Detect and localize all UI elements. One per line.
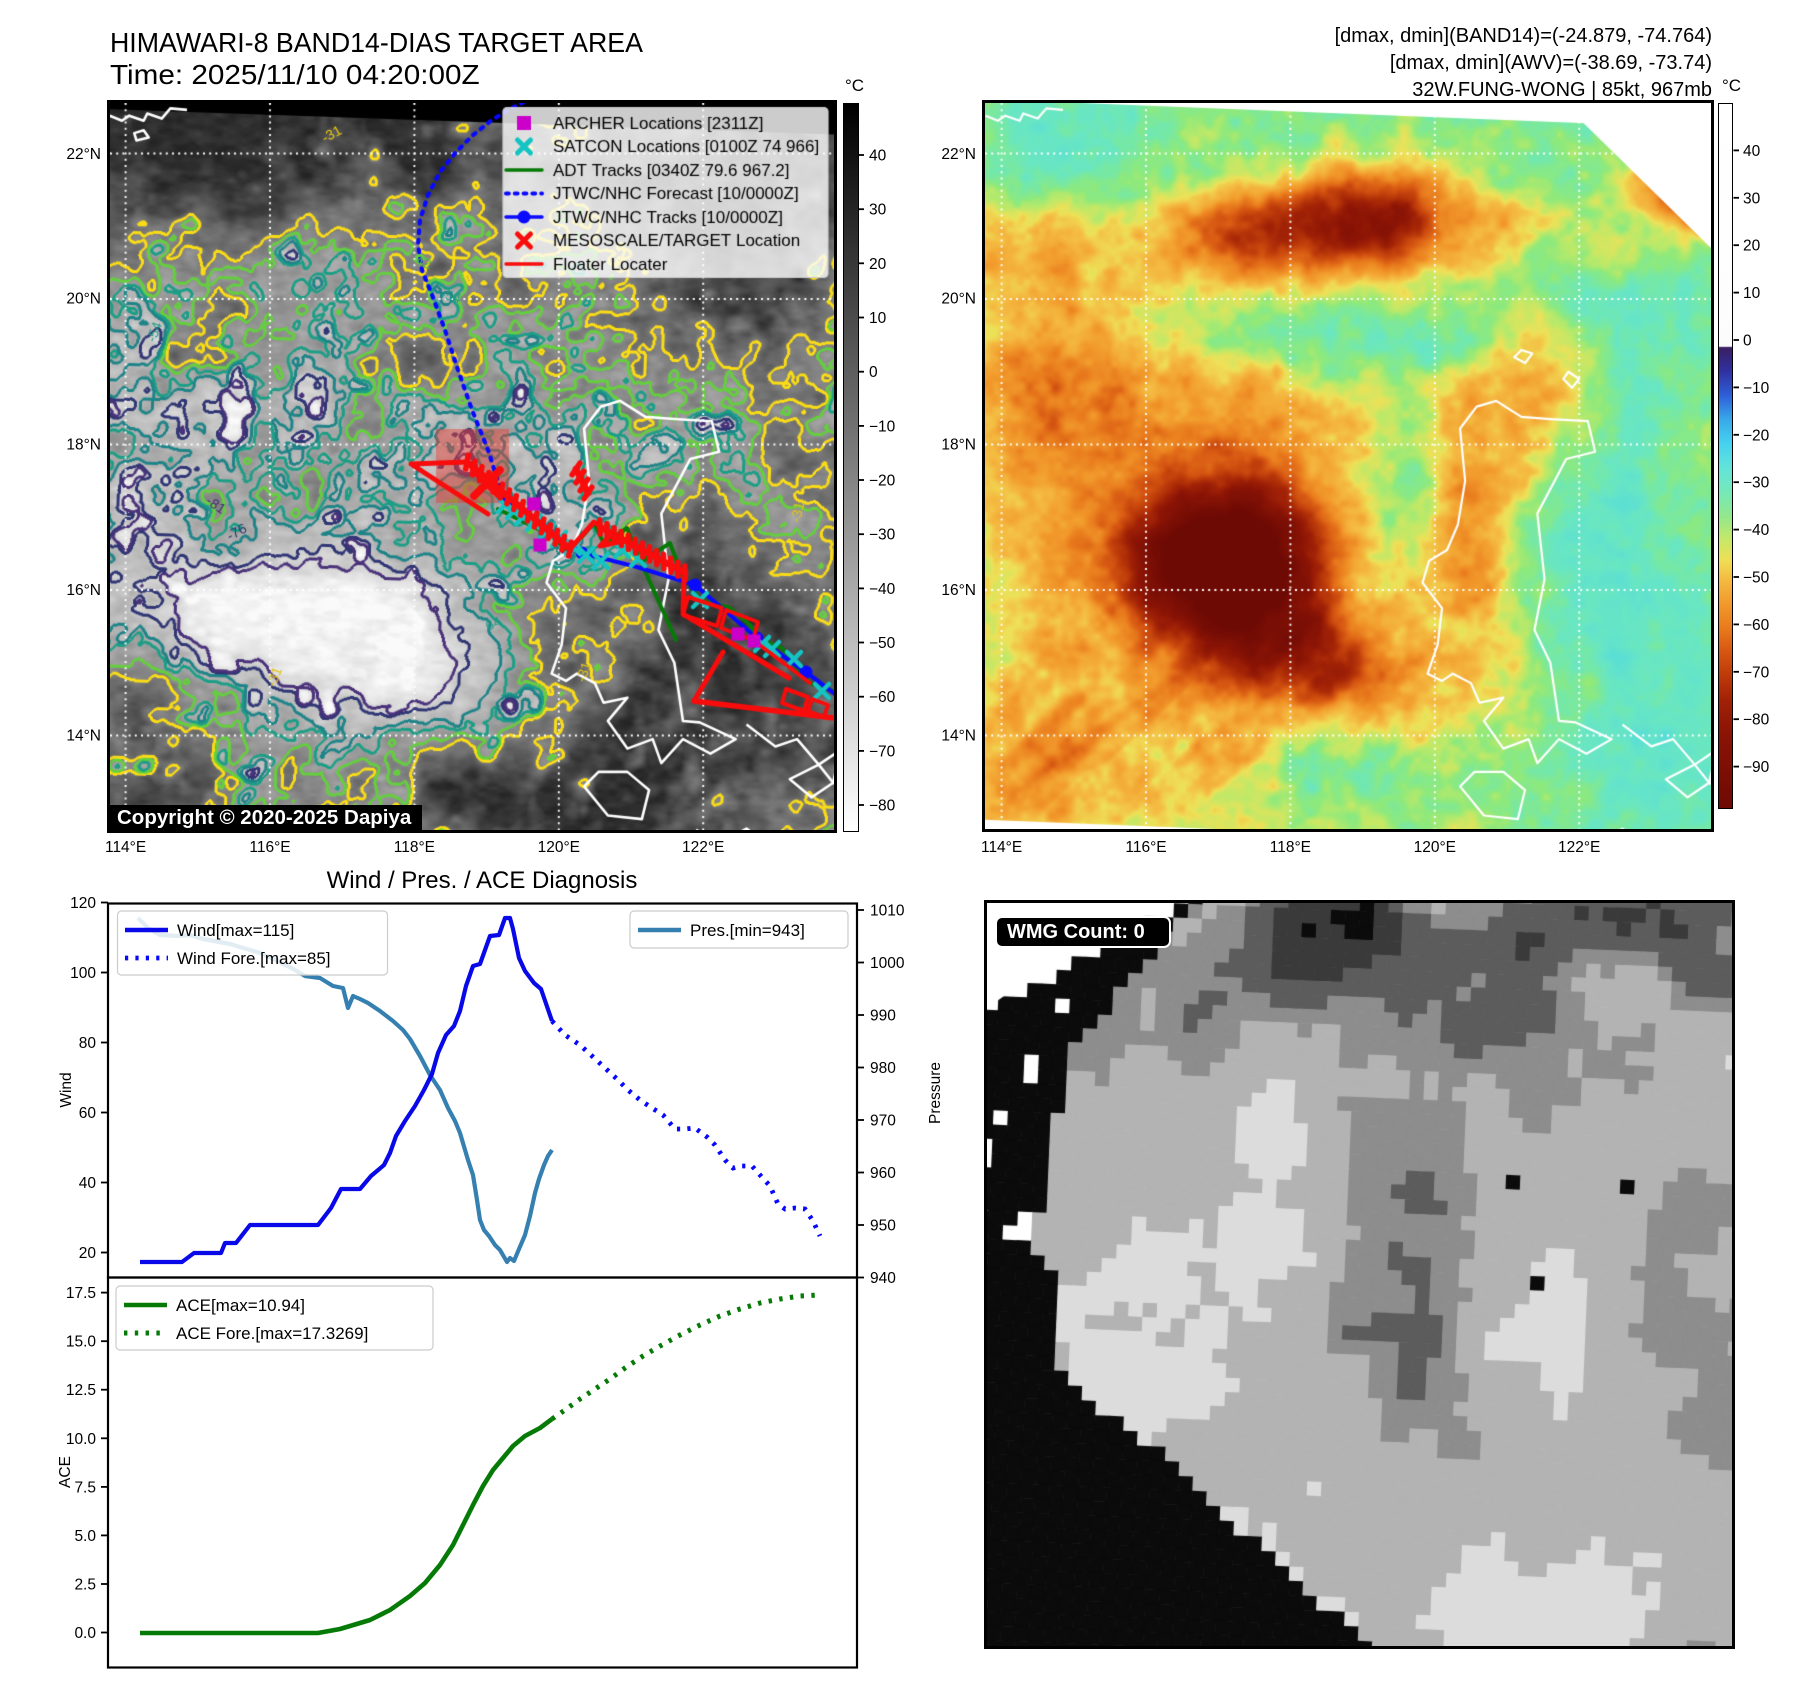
- svg-text:120°E: 120°E: [538, 839, 580, 856]
- svg-text:20: 20: [79, 1245, 97, 1262]
- svg-text:−90: −90: [1743, 759, 1770, 776]
- svg-text:122°E: 122°E: [1558, 839, 1600, 856]
- svg-text:14°N: 14°N: [941, 728, 976, 745]
- svg-text:120°E: 120°E: [1414, 839, 1456, 856]
- svg-text:40: 40: [869, 148, 887, 165]
- svg-text:20°N: 20°N: [941, 291, 976, 308]
- svg-text:990: 990: [870, 1008, 896, 1025]
- svg-text:20: 20: [1743, 238, 1761, 255]
- svg-text:−30: −30: [869, 527, 896, 544]
- svg-text:120: 120: [70, 895, 96, 912]
- svg-text:116°E: 116°E: [1125, 839, 1166, 856]
- svg-text:40: 40: [79, 1175, 97, 1192]
- svg-text:10.0: 10.0: [66, 1431, 97, 1448]
- svg-text:Pressure: Pressure: [927, 1062, 944, 1124]
- svg-text:20°N: 20°N: [66, 291, 101, 308]
- svg-text:30: 30: [1743, 190, 1761, 207]
- svg-text:Pres.[min=943]: Pres.[min=943]: [690, 921, 805, 940]
- svg-text:18°N: 18°N: [941, 437, 976, 454]
- svg-text:60: 60: [79, 1105, 97, 1122]
- svg-text:980: 980: [870, 1060, 896, 1077]
- svg-text:17.5: 17.5: [66, 1285, 96, 1302]
- svg-text:−30: −30: [1743, 475, 1770, 492]
- svg-text:−70: −70: [869, 743, 896, 760]
- svg-text:−40: −40: [869, 581, 896, 598]
- svg-text:0.0: 0.0: [74, 1625, 96, 1642]
- svg-text:0: 0: [869, 364, 878, 381]
- svg-text:10: 10: [1743, 285, 1761, 302]
- svg-text:ACE[max=10.94]: ACE[max=10.94]: [176, 1296, 305, 1315]
- svg-text:−60: −60: [869, 689, 896, 706]
- svg-text:1010: 1010: [870, 903, 905, 920]
- svg-text:ACE Fore.[max=17.3269]: ACE Fore.[max=17.3269]: [176, 1324, 368, 1343]
- svg-text:−70: −70: [1743, 664, 1770, 681]
- svg-text:−80: −80: [1743, 712, 1770, 729]
- svg-text:22°N: 22°N: [941, 146, 976, 163]
- svg-text:−20: −20: [869, 473, 896, 490]
- svg-text:Wind: Wind: [58, 1072, 75, 1107]
- svg-text:Wind Fore.[max=85]: Wind Fore.[max=85]: [177, 949, 331, 968]
- svg-text:10: 10: [869, 310, 887, 327]
- svg-text:950: 950: [870, 1218, 896, 1235]
- svg-text:16°N: 16°N: [941, 582, 976, 599]
- svg-text:118°E: 118°E: [394, 839, 435, 856]
- svg-text:114°E: 114°E: [981, 839, 1022, 856]
- svg-text:100: 100: [70, 965, 96, 982]
- svg-text:970: 970: [870, 1113, 896, 1130]
- svg-text:−50: −50: [869, 635, 896, 652]
- svg-text:−50: −50: [1743, 570, 1770, 587]
- svg-text:−10: −10: [869, 418, 896, 435]
- svg-text:1000: 1000: [870, 955, 905, 972]
- svg-text:Wind[max=115]: Wind[max=115]: [177, 921, 294, 940]
- svg-text:122°E: 122°E: [682, 839, 724, 856]
- svg-text:118°E: 118°E: [1270, 839, 1311, 856]
- svg-text:80: 80: [79, 1035, 97, 1052]
- svg-text:7.5: 7.5: [74, 1479, 96, 1496]
- svg-text:940: 940: [870, 1270, 896, 1287]
- svg-text:ACE: ACE: [57, 1456, 74, 1488]
- svg-text:960: 960: [870, 1165, 896, 1182]
- svg-text:12.5: 12.5: [66, 1382, 96, 1399]
- svg-text:−20: −20: [1743, 427, 1770, 444]
- svg-text:5.0: 5.0: [74, 1528, 96, 1545]
- svg-text:2.5: 2.5: [74, 1577, 96, 1594]
- svg-text:16°N: 16°N: [66, 582, 101, 599]
- svg-text:20: 20: [869, 256, 887, 273]
- svg-text:22°N: 22°N: [66, 146, 101, 163]
- svg-text:116°E: 116°E: [249, 839, 290, 856]
- svg-text:Wind / Pres. / ACE Diagnosis: Wind / Pres. / ACE Diagnosis: [327, 867, 638, 894]
- svg-text:15.0: 15.0: [66, 1334, 97, 1351]
- svg-text:−80: −80: [869, 798, 896, 815]
- svg-text:−40: −40: [1743, 522, 1770, 539]
- svg-text:−60: −60: [1743, 617, 1770, 634]
- svg-text:30: 30: [869, 202, 887, 219]
- svg-text:0: 0: [1743, 333, 1752, 350]
- svg-text:14°N: 14°N: [66, 728, 101, 745]
- svg-text:114°E: 114°E: [105, 839, 146, 856]
- svg-text:−10: −10: [1743, 380, 1770, 397]
- svg-text:40: 40: [1743, 143, 1761, 160]
- svg-text:18°N: 18°N: [66, 437, 101, 454]
